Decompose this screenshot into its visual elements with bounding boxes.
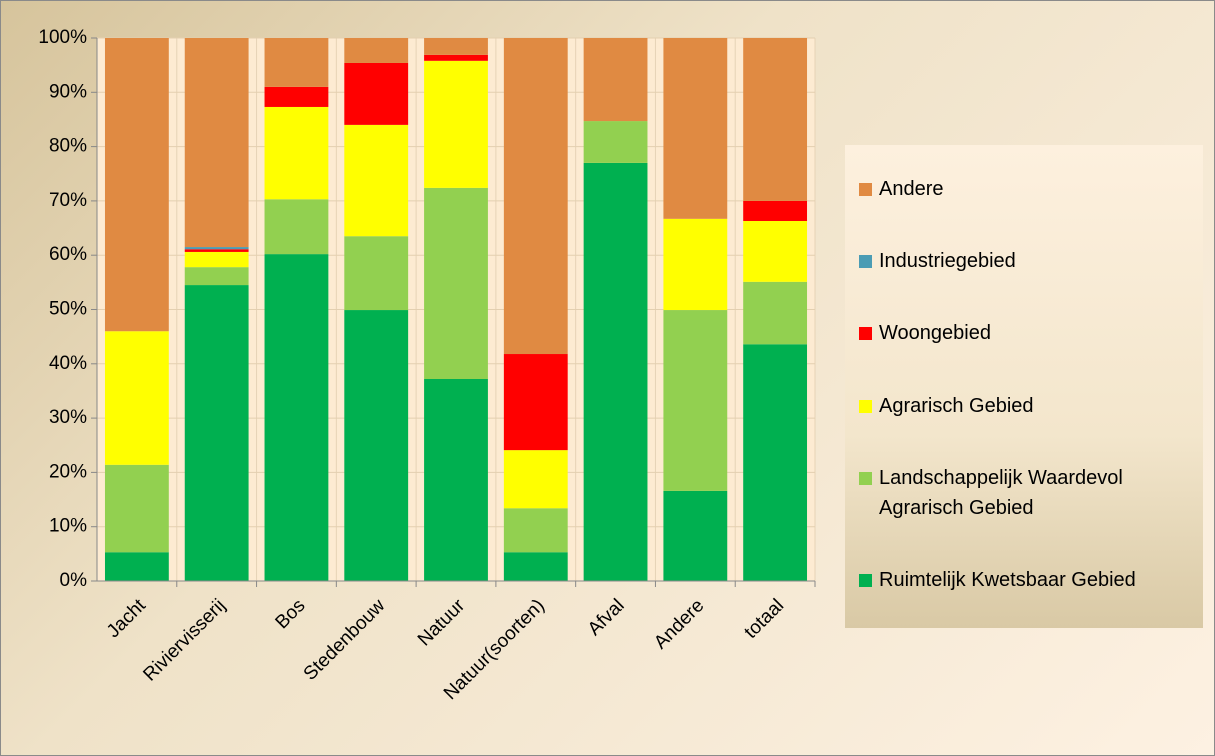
bar-segment [184,251,249,268]
legend-item: Woongebied [859,318,1197,348]
y-tick-label: 10% [49,516,87,537]
legend-label: Woongebied [879,322,991,345]
legend-item: Andere [859,174,1197,204]
bar-segment [503,450,568,509]
bar-segment [743,200,808,221]
legend-swatch [859,327,872,341]
legend-item: Agrarisch Gebied [859,391,1197,421]
legend: Andere Industriegebied Woongebied Agrarisch… [845,145,1203,628]
bar-segment [424,60,488,188]
legend-item: Industriegebied [859,246,1197,276]
bar-segment [264,86,329,107]
bar-segment [264,199,329,255]
y-tick-label: 60% [49,244,87,265]
y-tick-label: 40% [49,353,87,374]
bar-segment [663,38,728,219]
bar-segment [264,254,329,581]
bar-segment [743,220,808,282]
bar-segment [184,249,249,252]
bar-segment [743,344,808,581]
y-tick-label: 0% [60,570,88,591]
bar-segment [663,490,728,581]
bar-segment [104,38,169,332]
y-tick-label: 50% [49,299,87,320]
bar-segment [344,38,409,63]
legend-swatch [859,255,872,269]
bar-segment [743,281,808,345]
y-tick-label: 90% [49,81,87,102]
x-tick-label: Jacht [103,595,150,642]
bar-segment [743,38,808,201]
x-tick-label: totaal [740,595,788,643]
bar-segment [104,464,169,553]
legend-label: Andere [879,178,944,201]
x-tick-label: Riviervisserij [140,595,230,685]
bar-segment [184,285,249,581]
legend-label: Landschappelijk Waardevol Agrarisch Gebi… [879,466,1123,519]
y-tick-label: 100% [38,27,87,48]
bar-segment [264,106,329,200]
bar-segment [104,331,169,465]
bar-segment [503,552,568,581]
bar-segment [663,310,728,491]
x-tick-label: Andere [650,595,708,653]
y-tick-label: 80% [49,136,87,157]
bar-segment [424,54,488,61]
bar-segment [344,124,409,237]
bar-segment [264,38,329,87]
y-tick-label: 70% [49,190,87,211]
x-tick-label: Afval [584,595,629,640]
bar-segment [344,310,409,581]
bar-segment [184,38,249,248]
legend-label: Industriegebied [879,250,1016,273]
bar-segment [424,38,488,55]
bar-segment [503,38,568,355]
bar-segment [184,267,249,286]
legend-swatch [859,573,872,587]
x-tick-label: Stedenbouw [300,595,390,685]
y-tick-label: 20% [49,461,87,482]
bar-segment [344,236,409,311]
x-tick-label: Natuur [414,595,470,651]
legend-swatch [859,183,872,197]
bar-segment [663,218,728,311]
legend-label: Ruimtelijk Kwetsbaar Gebied [879,568,1136,591]
bar-segment [184,247,249,250]
bar-segment [503,354,568,451]
bar-segment [583,38,648,122]
bar-segment [424,187,488,380]
bar-segment [104,552,169,581]
bar-segment [424,379,488,581]
legend-item: Ruimtelijk Kwetsbaar Gebied [859,565,1197,595]
bar-segment [583,121,648,163]
bar-segment [503,508,568,553]
legend-item: Landschappelijk Waardevol Agrarisch Gebi… [859,463,1197,523]
legend-swatch [859,399,872,413]
legend-label: Agrarisch Gebied [879,394,1034,417]
bar-segment [344,62,409,125]
bar-segment [583,162,648,581]
legend-swatch [859,471,872,485]
y-tick-label: 30% [49,407,87,428]
x-tick-label: Bos [272,595,310,633]
